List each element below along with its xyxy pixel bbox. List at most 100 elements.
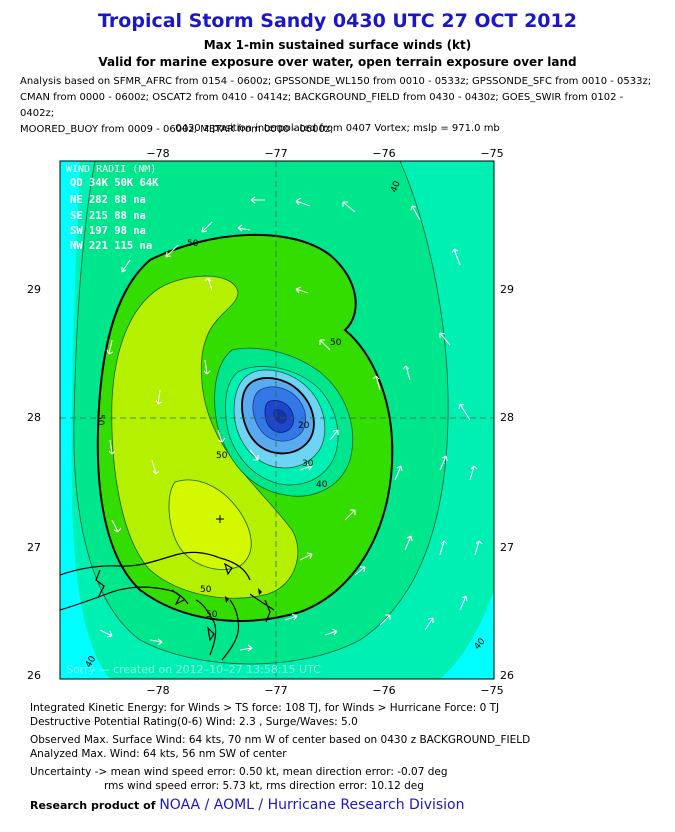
- band-64-plus: [111, 275, 299, 599]
- eye-core-inner: [273, 408, 288, 424]
- coast-segment: [221, 599, 240, 661]
- coast-segment: [60, 551, 251, 581]
- dpr-line: Destructive Potential Rating(0-6) Wind: …: [30, 716, 358, 728]
- page-title: Tropical Storm Sandy 0430 UTC 27 OCT 201…: [98, 10, 577, 32]
- observed-max-line: Observed Max. Surface Wind: 64 kts, 70 n…: [30, 734, 531, 746]
- lat-tick-label: 26: [27, 669, 41, 682]
- brand-organization: NOAA / AOML / Hurricane Research Divisio…: [159, 797, 465, 813]
- wind-arrow: [299, 463, 313, 471]
- wind-arrow: [165, 244, 179, 258]
- wind-arrow: [329, 429, 339, 441]
- position-note: 0430 z position interpolated from 0407 V…: [175, 123, 500, 134]
- coast-segment: [207, 626, 215, 642]
- lon-tick-label: −78: [146, 684, 169, 697]
- lat-ticks-left: 29 28 27 26: [27, 283, 41, 682]
- lat-tick-label: 29: [500, 283, 514, 296]
- wind-arrow: [459, 595, 468, 611]
- contour-label: 40: [389, 180, 402, 194]
- subtitle-winds: Max 1-min sustained surface winds (kt): [203, 38, 472, 52]
- wind-arrow: [319, 339, 331, 351]
- research-product-credit: Research product of NOAA / AOML / Hurric…: [30, 797, 464, 813]
- analysis-line: MOORED_BUOY from 0009 - 0600z; METAR fro…: [20, 124, 334, 135]
- wind-arrow: [249, 449, 259, 461]
- wind-arrow: [324, 628, 338, 636]
- wind-arrow: [121, 259, 131, 273]
- lon-tick-label: −78: [146, 147, 169, 160]
- coast-segment: [195, 599, 217, 656]
- wind-arrow: [204, 277, 213, 291]
- lat-tick-label: 28: [500, 411, 514, 424]
- wind-arrow: [451, 248, 461, 266]
- wind-arrow: [458, 403, 471, 421]
- coastline: [60, 551, 275, 661]
- wind-vectors: [99, 196, 483, 652]
- lat-ticks-right: 29 28 27 26: [500, 283, 514, 682]
- wind-arrow: [239, 644, 253, 652]
- wind-arrow: [250, 196, 265, 204]
- subtitle-exposure: Valid for marine exposure over water, op…: [98, 55, 577, 69]
- wind-arrow: [237, 224, 251, 232]
- coast-segment: [171, 589, 185, 606]
- contour-label: 30: [302, 459, 314, 469]
- wind-arrow: [439, 332, 451, 346]
- wind-radii-row: NW 221 115 na: [70, 240, 152, 252]
- band-lt30-east: [440, 590, 494, 679]
- band-lt30-west: [60, 161, 110, 679]
- wind-arrow: [372, 375, 381, 391]
- wind-radii-row: NE 282 88 na: [70, 194, 146, 206]
- ike-line: Integrated Kinetic Energy: for Winds > T…: [30, 702, 500, 714]
- wind-radii-row: SW 197 98 na: [70, 225, 146, 237]
- wind-arrow: [474, 540, 483, 556]
- wind-arrow: [439, 540, 448, 556]
- lon-tick-label: −75: [480, 147, 503, 160]
- analysis-line: CMAN from 0000 - 0600z; OSCAT2 from 0410…: [20, 92, 624, 119]
- lat-tick-label: 27: [500, 541, 514, 554]
- max-wind-marker: [216, 515, 224, 523]
- wind-arrow: [108, 439, 116, 455]
- contour-label: 40: [316, 480, 328, 490]
- islands: [225, 588, 262, 603]
- contour-label: 50: [216, 451, 228, 461]
- wind-arrow: [379, 614, 391, 626]
- wind-arrow: [99, 629, 113, 638]
- wind-arrow: [155, 389, 163, 405]
- wind-arrow: [439, 455, 448, 471]
- wind-radii-row: SE 215 88 na: [70, 210, 146, 222]
- lon-tick-label: −76: [372, 147, 395, 160]
- lat-tick-label: 29: [27, 283, 41, 296]
- wind-arrow: [201, 221, 213, 233]
- wind-arrow: [151, 459, 160, 475]
- contour-label: 20: [298, 421, 310, 431]
- contour-label: 50: [200, 585, 212, 595]
- wind-arrow: [295, 197, 311, 207]
- wind-arrow: [295, 286, 309, 294]
- contour-label: 50: [206, 610, 218, 620]
- wind-radii-table: WIND RADII (NM) QD 34K 50K 64K NE 282 88…: [66, 164, 159, 252]
- coast-segment: [264, 599, 271, 623]
- wind-radii-header: QD 34K 50K 64K: [70, 177, 159, 189]
- lon-tick-label: −76: [372, 684, 395, 697]
- wind-radii-title: WIND RADII (NM): [66, 164, 156, 175]
- wind-arrow: [111, 519, 122, 533]
- lon-ticks-bottom: −78 −77 −76 −75: [146, 684, 503, 697]
- lat-tick-label: 27: [27, 541, 41, 554]
- coast-segment: [95, 569, 105, 599]
- lon-tick-label: −77: [264, 147, 287, 160]
- wind-arrow: [410, 205, 421, 221]
- wind-arrow: [404, 535, 413, 551]
- watermark: Sorry — created on 2012–10–27 13:58:15 U…: [66, 663, 321, 676]
- analysis-sources: Analysis based on SFMR_AFRC from 0154 - …: [20, 74, 660, 138]
- wind-arrow: [344, 509, 356, 521]
- wind-arrow: [149, 638, 163, 646]
- wind-arrow: [469, 465, 478, 481]
- wind-arrow: [284, 613, 298, 621]
- wind-arrow: [424, 617, 434, 631]
- coast-segment: [249, 593, 275, 611]
- wind-arrow: [299, 552, 313, 561]
- brand-prefix: Research product of: [30, 799, 156, 812]
- band-max: [168, 479, 252, 570]
- wind-arrow: [106, 339, 114, 355]
- analysis-line: Analysis based on SFMR_AFRC from 0154 - …: [20, 76, 652, 87]
- lon-ticks-top: −78 −77 −76 −75: [146, 147, 503, 160]
